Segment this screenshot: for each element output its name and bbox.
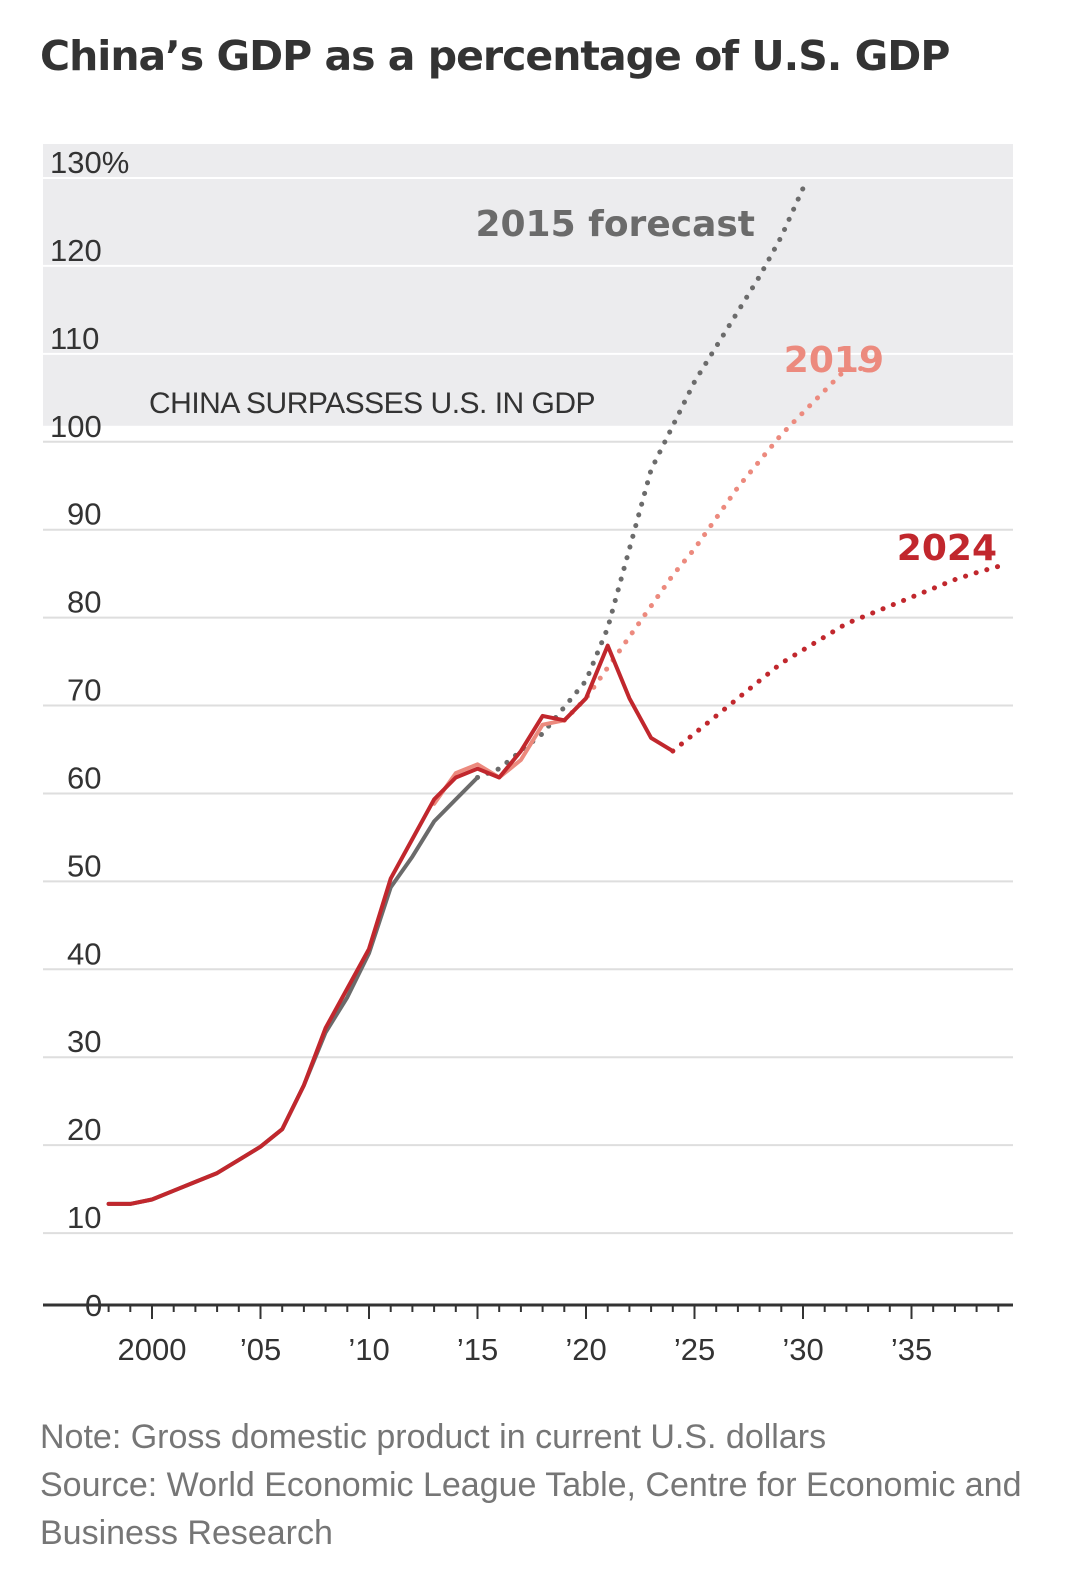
y-tick-label: 100 — [50, 409, 102, 444]
series-2024-forecast-line — [670, 563, 1001, 754]
y-tick-label: 10 — [67, 1200, 101, 1235]
x-tick-label: ’10 — [348, 1332, 389, 1367]
note-text: Note: Gross domestic product in current … — [40, 1418, 827, 1456]
x-tick-label: ’20 — [565, 1332, 606, 1367]
y-tick-label: 40 — [67, 936, 101, 971]
series-labels: 2015 forecast 2019 2024 — [475, 204, 997, 569]
y-tick-label: 80 — [67, 585, 101, 620]
x-tick-label: ’15 — [457, 1332, 498, 1367]
y-tick-label: 120 — [50, 233, 102, 268]
y-tick-label: 30 — [67, 1024, 101, 1059]
chart-notes: Note: Gross domestic product in current … — [40, 1413, 1060, 1557]
chart-title: China’s GDP as a percentage of U.S. GDP — [40, 32, 950, 80]
source-text: Source: World Economic League Table, Cen… — [40, 1466, 1022, 1552]
shaded-region — [43, 144, 1013, 426]
series-label-2024: 2024 — [897, 528, 997, 569]
series-2019-actual-line — [432, 718, 567, 806]
y-tick-label: 70 — [67, 673, 101, 708]
chart-plot: CHINA SURPASSES U.S. IN GDP 130% 120 110 10… — [43, 144, 1013, 1367]
x-tick-label: 2000 — [118, 1332, 187, 1367]
x-tick-label: ’35 — [891, 1332, 932, 1367]
y-tick-label: 50 — [67, 848, 101, 883]
x-tick-label: ’25 — [674, 1332, 715, 1367]
y-tick-label: 130% — [50, 145, 129, 180]
series-label-2019: 2019 — [784, 340, 884, 381]
y-tick-label: 60 — [67, 760, 101, 795]
series-label-2015-forecast: 2015 forecast — [475, 204, 755, 245]
series-2024-actual-line — [106, 643, 675, 1206]
shaded-region-layer: CHINA SURPASSES U.S. IN GDP — [43, 144, 1013, 426]
gridlines — [43, 177, 1013, 1235]
y-tick-label: 90 — [67, 497, 101, 532]
x-tick-label: ’05 — [240, 1332, 281, 1367]
series-2019-forecast-line — [561, 366, 871, 723]
series-2015-forecast-actual-line — [106, 775, 480, 1206]
y-tick-label: 20 — [67, 1112, 101, 1147]
x-axis: 2000 ’05 ’10 ’15 ’20 ’25 ’30 ’35 — [43, 1303, 1013, 1367]
shaded-region-label: CHINA SURPASSES U.S. IN GDP — [149, 387, 595, 420]
series-lines — [106, 185, 1001, 1206]
x-tick-label: ’30 — [782, 1332, 823, 1367]
y-tick-label: 110 — [50, 321, 99, 356]
